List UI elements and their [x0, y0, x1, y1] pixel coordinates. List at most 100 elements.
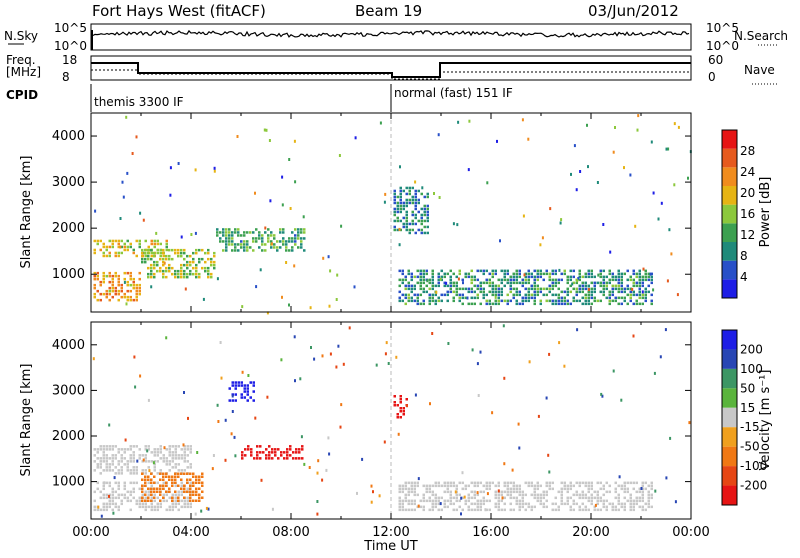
echo-cell	[533, 496, 536, 500]
echo-cell	[138, 448, 141, 451]
echo-cell	[419, 275, 422, 279]
echo-cell	[461, 508, 464, 512]
echo-cell	[129, 245, 132, 249]
echo-cell	[141, 254, 144, 258]
echo-cell	[419, 293, 422, 297]
echo-cell	[111, 280, 114, 284]
echo-cell	[500, 290, 503, 294]
echo-cell	[256, 445, 259, 448]
echo-cell	[216, 277, 219, 281]
echo-cell	[668, 228, 671, 232]
echo-cell	[177, 499, 180, 502]
echo-cell	[446, 299, 449, 303]
echo-cell	[494, 293, 497, 297]
echo-cell	[117, 481, 120, 485]
echo-cell	[506, 281, 509, 285]
echo-cell	[174, 251, 177, 255]
echo-cell	[241, 454, 244, 457]
echo-cell	[120, 460, 123, 463]
echo-cell	[587, 272, 590, 276]
echo-cell	[96, 466, 99, 469]
echo-cell	[285, 246, 288, 249]
echo-cell	[470, 287, 473, 291]
echo-cell	[99, 239, 102, 243]
echo-cell	[587, 290, 590, 294]
echo-cell	[177, 275, 180, 279]
echo-cell	[539, 484, 542, 488]
echo-cell	[423, 195, 426, 199]
echo-cell	[542, 505, 545, 509]
echo-cell	[246, 384, 249, 387]
echo-cell	[261, 240, 264, 243]
echo-cell	[497, 489, 500, 493]
echo-cell	[503, 508, 506, 512]
echo-cell	[247, 445, 250, 448]
echo-cell	[316, 471, 319, 475]
echo-cell	[96, 448, 99, 451]
echo-cell	[482, 281, 485, 285]
echo-cell	[195, 275, 198, 279]
echo-cell	[201, 490, 204, 493]
echo-cell	[431, 281, 434, 285]
echo-cell	[102, 254, 105, 258]
colorbar-tick-label: -50	[740, 440, 760, 454]
echo-cell	[419, 302, 422, 306]
echo-cell	[587, 508, 590, 512]
echo-cell	[132, 481, 135, 485]
echo-cell	[129, 298, 132, 302]
echo-cell	[605, 499, 608, 503]
echo-cell	[126, 298, 129, 302]
echo-cell	[497, 496, 500, 500]
echo-cell	[455, 284, 458, 288]
echo-cell	[581, 496, 584, 500]
echo-cell	[566, 490, 569, 494]
echo-cell	[399, 395, 402, 398]
echo-cell	[626, 499, 629, 503]
echo-cell	[479, 481, 482, 485]
echo-cell	[524, 296, 527, 300]
echo-cell	[541, 236, 544, 240]
echo-cell	[225, 240, 228, 243]
echo-cell	[159, 484, 162, 487]
echo-cell	[464, 272, 467, 276]
echo-cell	[219, 231, 222, 234]
echo-cell	[282, 231, 285, 234]
echo-cell	[413, 508, 416, 512]
echo-cell	[117, 292, 120, 296]
echo-cell	[194, 231, 197, 235]
echo-cell	[289, 207, 292, 210]
echo-cell	[581, 287, 584, 291]
echo-cell	[404, 496, 407, 500]
echo-cell	[102, 469, 105, 472]
echo-cell	[249, 246, 252, 249]
echo-cell	[111, 286, 114, 290]
echo-cell	[150, 239, 153, 243]
echo-cell	[488, 290, 491, 294]
echo-cell	[174, 272, 177, 276]
echo-cell	[413, 493, 416, 497]
echo-cell	[578, 508, 581, 512]
echo-cell	[342, 362, 345, 366]
echo-cell	[473, 481, 476, 485]
echo-cell	[147, 398, 150, 402]
echo-cell	[213, 169, 216, 173]
echo-cell	[102, 245, 105, 249]
echo-cell	[527, 290, 530, 294]
echo-cell	[575, 188, 578, 192]
echo-cell	[431, 502, 434, 506]
echo-cell	[147, 487, 150, 490]
echo-cell	[165, 508, 168, 512]
echo-cell	[258, 246, 261, 249]
echo-cell	[470, 290, 473, 294]
echo-cell	[204, 260, 207, 264]
echo-cell	[433, 192, 435, 195]
echo-cell	[189, 269, 192, 273]
echo-cell	[470, 502, 473, 506]
echo-cell	[300, 237, 303, 240]
echo-cell	[601, 394, 604, 398]
echo-cell	[162, 478, 165, 481]
echo-cell	[240, 234, 243, 237]
echo-cell	[623, 272, 626, 276]
echo-cell	[153, 469, 156, 472]
echo-cell	[404, 499, 407, 503]
